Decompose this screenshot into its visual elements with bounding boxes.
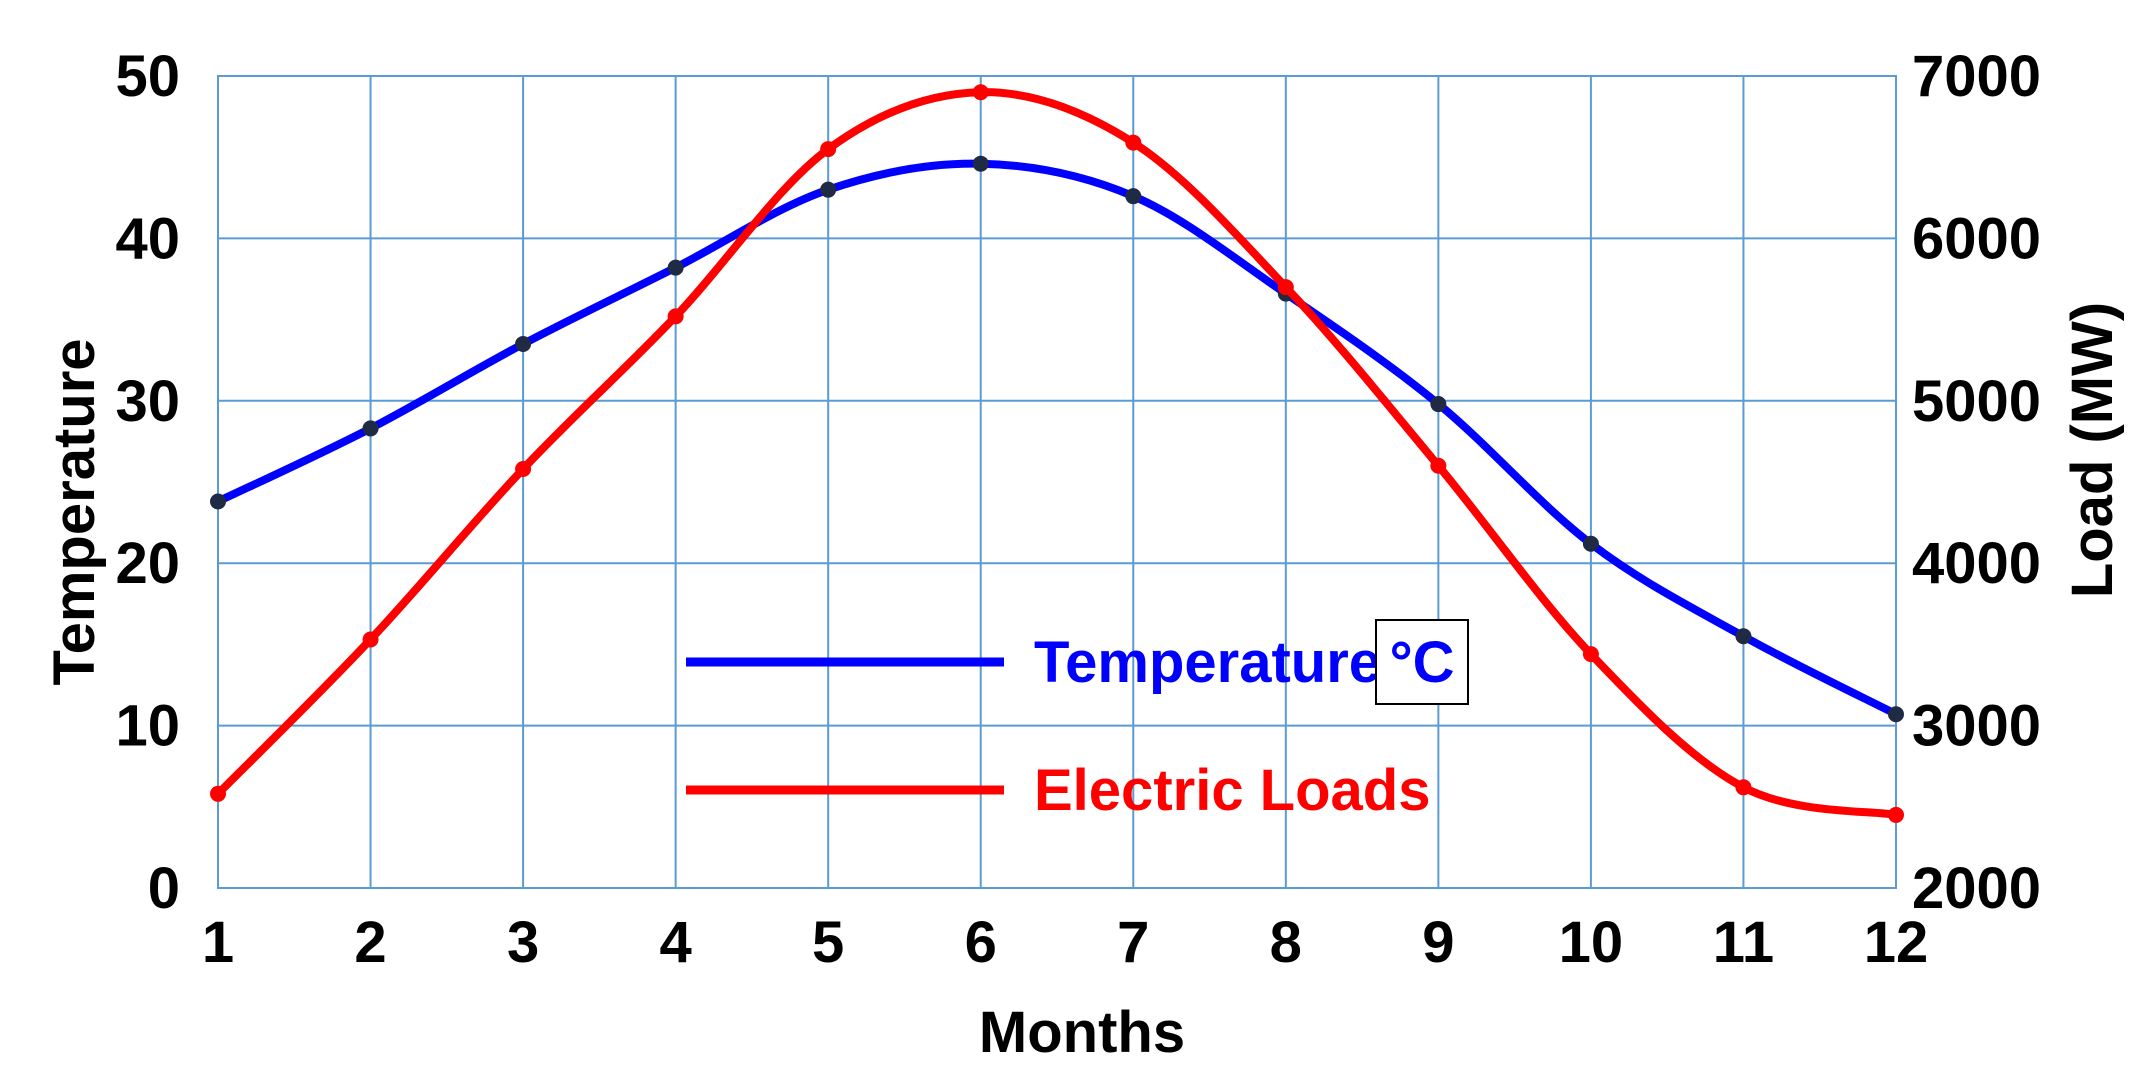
x-tick-label-3: 3 [507,910,539,975]
electric-loads-point-4 [667,308,684,325]
temperature-point-1 [210,493,226,510]
right-tick-label-2000: 2000 [1912,856,2041,921]
x-axis-title: Months [979,1000,1185,1065]
electric-loads-series-line [214,88,1900,819]
temperature-point-11 [1735,628,1752,645]
temperature-point-4 [667,259,684,276]
x-tick-label-4: 4 [660,910,692,975]
temperature-point-3 [515,335,532,352]
legend-unit-label: °C [1389,630,1454,695]
electric-loads-point-1 [210,785,226,802]
legend-temperature-label: Temperature [1034,630,1381,695]
electric-loads-point-9 [1430,457,1447,474]
electric-loads-point-8 [1277,279,1294,296]
temperature-series-line [214,159,1900,719]
temperature-point-6 [972,155,989,172]
legend-unit-box [1375,619,1469,705]
left-tick-label-0: 0 [148,856,180,921]
series-layer [210,84,1904,823]
right-axis-ticks: 2000 3000 4000 5000 6000 7000 [1912,44,2041,921]
right-tick-label-3000: 3000 [1912,694,2041,759]
x-tick-label-10: 10 [1559,910,1624,975]
x-tick-label-7: 7 [1117,910,1149,975]
temperature-point-2 [362,420,379,437]
x-tick-label-8: 8 [1270,910,1302,975]
temperature-point-9 [1430,396,1447,413]
electric-loads-point-12 [1888,806,1904,823]
left-axis-ticks: 0 10 20 30 40 50 [115,44,180,921]
temperature-point-12 [1888,706,1904,723]
electric-loads-point-2 [362,631,379,648]
x-tick-label-5: 5 [812,910,844,975]
x-tick-label-1: 1 [202,910,234,975]
electric-loads-point-6 [972,84,989,101]
x-tick-label-2: 2 [354,910,386,975]
electric-loads-point-3 [515,461,532,478]
left-axis-title: Temperature [42,338,107,685]
left-tick-label-30: 30 [115,369,180,434]
electric-loads-point-7 [1125,134,1142,151]
legend: Temperature °C Electric Loads [686,619,1469,823]
x-tick-label-9: 9 [1422,910,1454,975]
x-axis-ticks: 1 2 3 4 5 6 7 8 9 10 11 12 [202,910,1928,975]
legend-electric-loads-label: Electric Loads [1034,758,1430,823]
right-tick-label-4000: 4000 [1912,531,2041,596]
electric-loads-point-10 [1582,646,1599,663]
temperature-point-7 [1125,188,1142,205]
left-tick-label-50: 50 [115,44,180,109]
electric-loads-point-11 [1735,779,1752,796]
right-tick-label-6000: 6000 [1912,206,2041,271]
electric-loads-point-5 [820,141,837,158]
x-tick-label-12: 12 [1864,910,1929,975]
left-tick-label-20: 20 [115,531,180,596]
left-tick-label-40: 40 [115,206,180,271]
temperature-point-5 [820,181,837,198]
x-tick-label-6: 6 [965,910,997,975]
right-tick-label-5000: 5000 [1912,369,2041,434]
grid [217,75,1897,889]
temperature-point-10 [1582,535,1599,552]
right-tick-label-7000: 7000 [1912,44,2041,109]
x-tick-label-11: 11 [1713,910,1774,975]
right-axis-title: Load (MW) [2060,302,2125,598]
left-tick-label-10: 10 [115,694,180,759]
